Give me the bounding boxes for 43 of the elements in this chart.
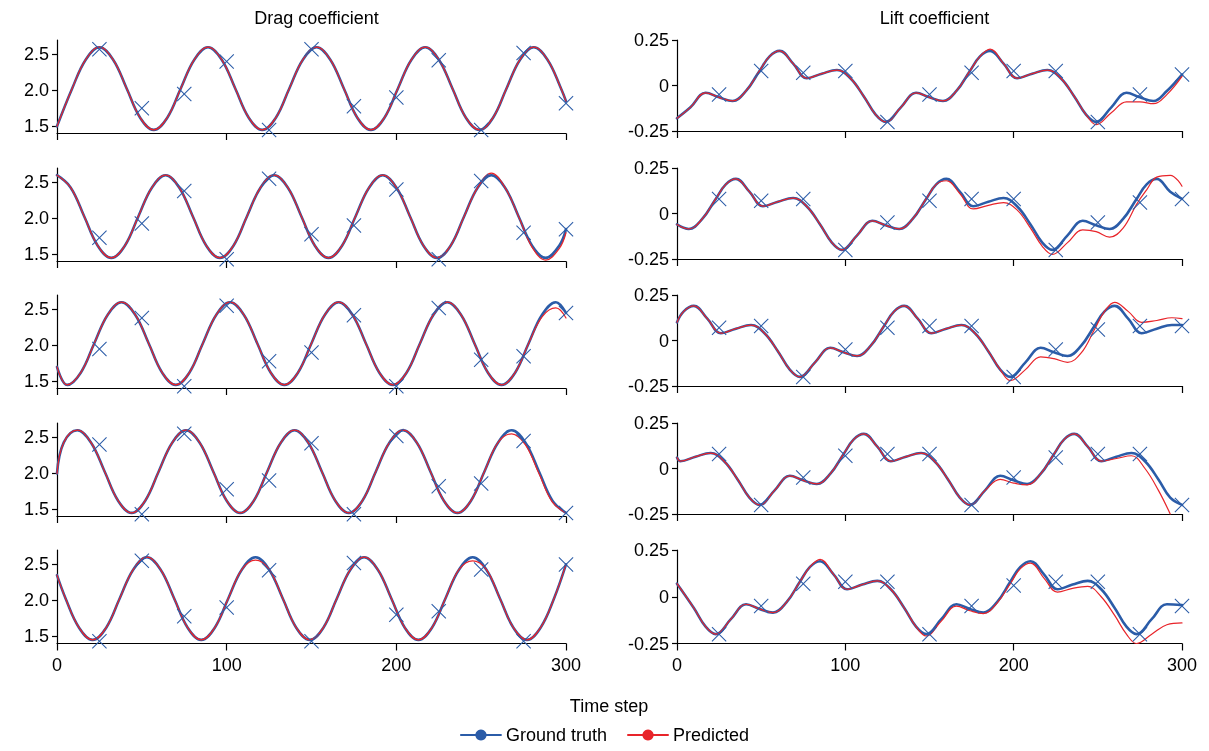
y-tick-label: 2.5 [23, 554, 49, 575]
x-axis-title: Time step [569, 695, 649, 716]
x-tick-label: 200 [998, 654, 1029, 675]
y-tick-label: 0 [658, 586, 669, 607]
x-tick-label: 200 [381, 654, 412, 675]
y-tick-label: -0.25 [627, 633, 669, 654]
y-tick-label: 0 [658, 203, 669, 223]
y-tick-label: 0 [658, 458, 669, 478]
y-tick-label: 1.5 [23, 116, 49, 137]
y-tick-label: 1.5 [23, 243, 49, 264]
y-tick-label: 2.0 [23, 462, 49, 483]
y-tick-label: 2.0 [23, 590, 49, 611]
y-tick-label: -0.25 [627, 376, 669, 396]
x-tick-label: 300 [1166, 654, 1198, 675]
y-tick-label: 1.5 [23, 371, 49, 392]
y-tick-label: 2.0 [23, 335, 49, 356]
x-tick-label: 0 [51, 654, 63, 675]
y-tick-label: -0.25 [627, 503, 669, 524]
y-tick-label: 2.0 [23, 207, 49, 228]
x-tick-label: 100 [211, 654, 242, 675]
y-tick-label: 0.25 [633, 285, 669, 305]
x-tick-label: 300 [550, 654, 582, 675]
y-tick-label: 0.25 [633, 30, 669, 50]
y-tick-label: 0.25 [633, 412, 669, 433]
y-tick-label: 1.5 [23, 498, 49, 519]
y-tick-label: 2.0 [23, 80, 49, 101]
legend-label: Ground truth [505, 725, 608, 745]
y-tick-label: 2.5 [23, 171, 49, 192]
chart-title: Drag coefficient [254, 8, 379, 28]
y-tick-label: 0.25 [633, 540, 669, 560]
y-tick-label: 2.5 [23, 299, 49, 320]
y-tick-label: -0.25 [627, 248, 669, 269]
y-tick-label: 1.5 [23, 626, 49, 647]
y-tick-label: 2.5 [23, 44, 49, 65]
y-tick-label: -0.25 [627, 121, 669, 141]
x-tick-label: 100 [830, 654, 861, 675]
y-tick-label: 0.25 [633, 157, 669, 178]
x-tick-label: 0 [671, 654, 683, 675]
y-tick-label: 0 [658, 330, 669, 351]
y-tick-label: 0 [658, 75, 669, 96]
chart-title: Lift coefficient [879, 8, 990, 28]
legend-label: Predicted [673, 725, 750, 745]
y-tick-label: 2.5 [23, 426, 49, 447]
